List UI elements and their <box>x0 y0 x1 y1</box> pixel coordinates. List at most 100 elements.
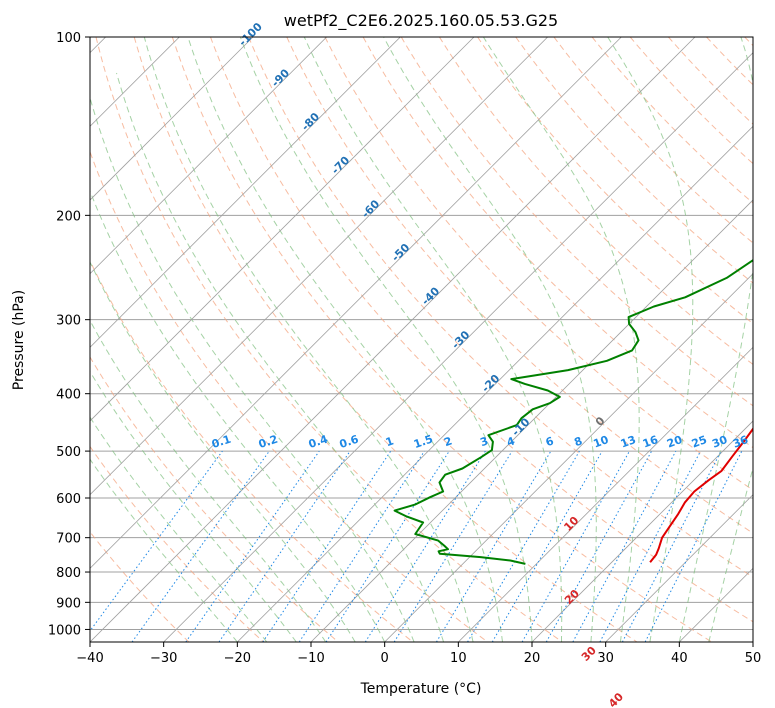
mixing-ratio-line <box>364 450 486 642</box>
moist-adiabat-line <box>303 37 563 642</box>
mixing-ratio-label: 2 <box>442 434 453 449</box>
dry-adiabat-line <box>95 37 563 642</box>
mixing-ratio-label: 3 <box>479 434 491 449</box>
x-tick-label: −40 <box>76 651 103 666</box>
isotherm-line <box>384 273 753 642</box>
plot-frame <box>89 36 754 643</box>
mixing-ratio-line <box>218 450 351 642</box>
dry-adiabat-line <box>90 150 488 642</box>
moist-adiabat-line <box>90 260 356 642</box>
mixing-ratio-line <box>521 450 630 642</box>
moist-adiabat-line <box>383 37 597 642</box>
dry-adiabat-line <box>90 259 414 642</box>
mixing-ratio-label: 0.4 <box>307 432 330 451</box>
y-axis-title: Pressure (hPa) <box>11 290 27 390</box>
isotherm-line <box>90 37 254 201</box>
mixing-ratio-label: 1 <box>384 434 395 449</box>
moist-adiabat-line <box>678 37 753 642</box>
x-tick-label: −10 <box>297 651 324 666</box>
y-axis-ticks: 100 200 300 400 500 600 700 800 900 1000 <box>48 31 90 638</box>
x-tick-label: 30 <box>597 651 614 666</box>
x-axis-ticks: −40 −30 −20 −10 0 10 20 30 40 50 <box>76 642 761 666</box>
isotherm-line <box>90 37 475 422</box>
x-tick-label: 10 <box>450 651 467 666</box>
pressure-gridlines <box>90 37 753 630</box>
dry-adiabat-line <box>286 37 753 534</box>
mixing-ratio-lines <box>90 450 743 642</box>
mixing-ratio-line <box>572 450 677 642</box>
mixing-ratio-label: 10 <box>592 433 611 451</box>
mixing-ratio-line <box>435 450 552 642</box>
moist-adiabat-line <box>90 189 386 642</box>
dry-adiabat-line <box>553 37 753 244</box>
moist-adiabat-line <box>90 96 415 642</box>
isotherm-line <box>531 420 753 642</box>
moist-adiabat-line <box>187 37 503 642</box>
y-tick-label: 600 <box>56 492 81 507</box>
mixing-ratio-line <box>185 450 320 642</box>
mixing-ratio-label: 4 <box>505 434 517 449</box>
mixing-ratio-label: 13 <box>619 433 638 450</box>
y-tick-label: 300 <box>56 314 81 329</box>
mixing-ratio-label: 6 <box>544 434 556 449</box>
mixing-ratio-label: 8 <box>572 434 584 449</box>
profile-series <box>393 258 753 565</box>
y-tick-label: 100 <box>56 31 81 46</box>
y-tick-label: 200 <box>56 209 81 224</box>
isotherm-line <box>90 37 548 496</box>
y-tick-label: 1000 <box>48 623 81 638</box>
dry-adiabats <box>90 37 753 642</box>
chart-title: wetPf2_C2E6.2025.160.05.53.G25 <box>284 11 558 31</box>
moist-adiabat-line <box>607 37 694 642</box>
y-tick-label: 400 <box>56 388 81 403</box>
isotherm-line <box>458 346 753 642</box>
mixing-ratio-label: 20 <box>665 433 684 451</box>
isotherm-line <box>163 52 753 642</box>
dry-adiabat-line <box>515 37 753 284</box>
mixing-ratio-label: 36 <box>731 433 750 451</box>
dry-adiabat-line <box>90 531 190 642</box>
x-tick-label: 20 <box>524 651 541 666</box>
x-tick-label: 0 <box>381 651 389 666</box>
y-tick-label: 800 <box>56 566 81 581</box>
mixing-ratio-line <box>545 450 653 642</box>
mixing-ratio-label: 30 <box>710 433 729 451</box>
isotherm-line <box>90 37 696 642</box>
dry-adiabat-line <box>400 37 753 407</box>
mixing-ratio-label: 0.1 <box>210 433 233 451</box>
moist-adiabat-line <box>90 458 238 642</box>
x-tick-label: −20 <box>224 651 251 666</box>
mixing-ratio-line <box>467 450 580 642</box>
x-tick-label: 50 <box>745 651 762 666</box>
isotherm-line <box>90 37 622 569</box>
mixing-ratio-line <box>491 450 603 642</box>
moist-adiabats <box>90 37 753 642</box>
isotherm-line <box>605 494 753 642</box>
moist-adiabat-line <box>116 72 445 642</box>
mixing-ratio-line <box>393 450 513 642</box>
mixing-ratio-label: 0.2 <box>257 433 280 451</box>
temperature-profile-line <box>649 427 753 563</box>
moist-adiabat-line <box>482 37 640 642</box>
isotherm-line <box>310 199 753 642</box>
isotherm-line <box>237 125 753 642</box>
mixing-ratio-label: 0.6 <box>338 432 361 451</box>
isotherm-line <box>90 37 327 275</box>
x-axis-title: Temperature (°C) <box>360 681 482 697</box>
dry-adiabat-line <box>438 37 753 365</box>
dewpoint-profile-line <box>393 258 753 565</box>
mixing-ratio-label: 16 <box>641 433 660 451</box>
moist-adiabat-line <box>708 466 753 642</box>
dry-adiabat-line <box>90 445 264 642</box>
mixing-ratio-label: 1.5 <box>412 432 435 451</box>
x-tick-label: −30 <box>150 651 177 666</box>
dry-adiabat-line <box>210 37 753 623</box>
moist-adiabat-line <box>239 37 533 642</box>
isotherms <box>90 37 753 642</box>
y-tick-label: 500 <box>56 445 81 460</box>
dry-adiabat-line <box>171 37 712 642</box>
mixing-ratio-line <box>325 450 450 642</box>
y-tick-label: 700 <box>56 532 81 547</box>
